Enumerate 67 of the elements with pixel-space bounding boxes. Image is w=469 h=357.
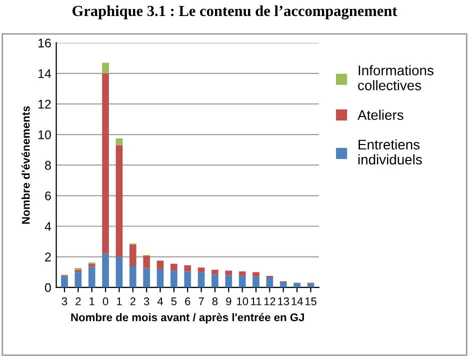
x-tick-label: 7 — [198, 298, 204, 306]
bar — [156, 260, 164, 270]
bar — [252, 272, 260, 277]
x-tick-label: 15 — [305, 298, 316, 306]
x-tick-label: 3 — [62, 297, 68, 306]
y-tick-label: 12 — [38, 100, 51, 109]
bar — [143, 256, 150, 268]
bar — [61, 276, 68, 288]
bar — [170, 264, 178, 271]
x-tick-label: 8 — [212, 297, 218, 306]
bar — [238, 271, 246, 276]
bar — [294, 282, 300, 288]
x-axis-title: Nombre de mois avant / après l'entrée en GJ — [71, 313, 304, 324]
bar — [266, 277, 274, 288]
bar — [198, 268, 205, 272]
bar — [156, 269, 164, 288]
x-tick-label: 2 — [130, 297, 136, 306]
legend-label: Entretiens individuels — [358, 139, 422, 165]
bar — [129, 244, 136, 266]
bar — [212, 270, 218, 274]
x-tick-label: 12 — [264, 297, 276, 306]
y-tick-label: 0 — [44, 283, 51, 292]
bar — [102, 254, 109, 288]
x-tick-label: 2 — [76, 297, 81, 306]
bar — [102, 62, 109, 74]
y-tick-label: 16 — [38, 38, 51, 48]
bar — [252, 276, 260, 288]
y-tick-label: 2 — [45, 252, 51, 262]
bar — [88, 266, 96, 288]
x-tick-label: 10 — [236, 297, 248, 306]
chart-title: Graphique 3.1 : Le contenu de l’accompagnement — [72, 5, 398, 20]
y-tick-label: 14 — [38, 69, 52, 78]
bar — [116, 145, 123, 257]
x-tick-label: 0 — [102, 297, 108, 306]
bar — [225, 270, 232, 276]
bar — [184, 265, 192, 272]
legend-label: Ateliers — [358, 110, 404, 120]
y-tick-label: 4 — [44, 222, 52, 231]
x-tick-label: 11 — [251, 298, 262, 306]
bar — [116, 256, 123, 288]
y-tick-label: 6 — [45, 191, 51, 200]
bar — [280, 282, 287, 288]
x-tick-label: 5 — [171, 298, 177, 306]
bar — [225, 275, 232, 288]
bar — [116, 138, 123, 146]
y-tick-label: 8 — [45, 160, 51, 170]
legend-label: Informations collectives — [358, 65, 434, 90]
bar — [102, 73, 109, 254]
bar — [198, 272, 205, 288]
x-tick-label: 13 — [278, 297, 290, 306]
x-tick-label: 3 — [144, 297, 150, 306]
bar — [212, 274, 218, 288]
x-tick-label: 9 — [226, 297, 232, 306]
bar — [74, 272, 82, 288]
y-tick-label: 10 — [38, 130, 51, 140]
x-tick-label: 14 — [292, 298, 303, 306]
x-tick-label: 1 — [90, 298, 94, 306]
x-tick-label: 4 — [157, 298, 164, 306]
bar — [184, 271, 192, 288]
x-tick-label: 6 — [185, 297, 190, 306]
bar — [238, 276, 246, 288]
bar — [143, 268, 150, 288]
bar — [88, 264, 96, 267]
bar — [170, 270, 178, 288]
bar — [129, 266, 136, 288]
y-axis-title: Nombre d'événements — [22, 106, 30, 224]
x-tick-label: 1 — [116, 298, 122, 306]
